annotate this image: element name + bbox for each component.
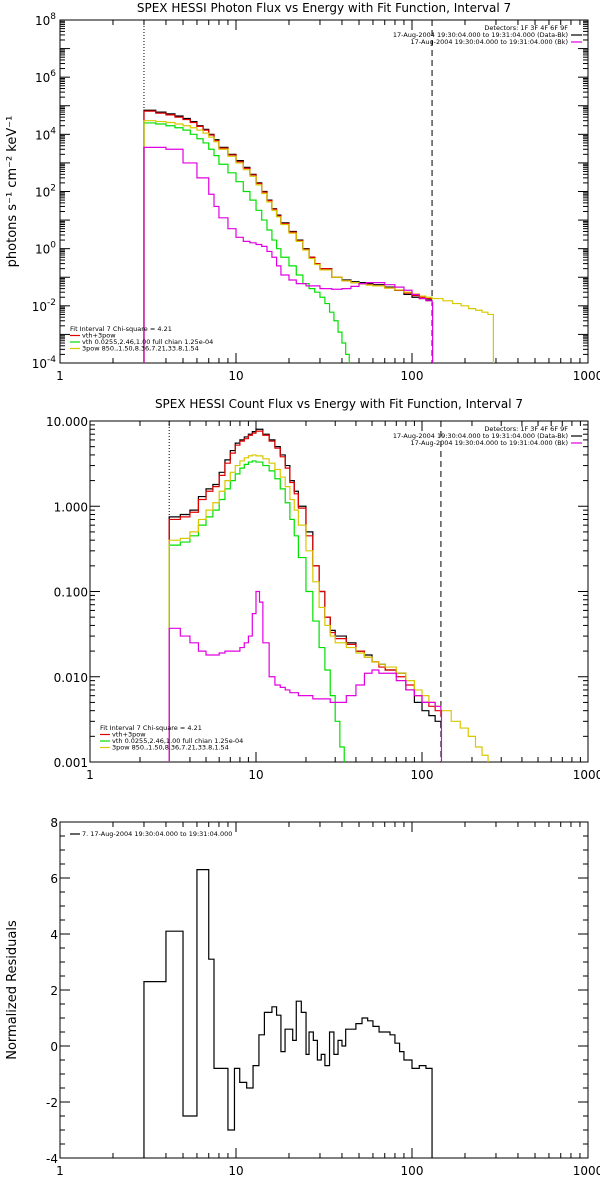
series-line-0 <box>168 428 442 762</box>
residuals-panel: 1 10 100 1000 -4 -2 0 2 4 6 8 Normalized Residuals 7… <box>5 816 600 1178</box>
info-line: Detectors: 1F 3F 4F 6F 9F <box>484 24 568 32</box>
x-tick-label: 1 <box>86 768 94 782</box>
series-line-2 <box>143 122 350 363</box>
y-tick-label: 0.001 <box>54 756 88 770</box>
y-tick-label: 104 <box>35 126 56 142</box>
y-tick-label: 0.100 <box>54 586 88 600</box>
y-tick-label: 1.000 <box>54 500 88 514</box>
x-tick-label: 10 <box>228 1164 243 1178</box>
y-tick-label: 0 <box>50 1040 58 1054</box>
y-tick-label: -2 <box>46 1096 58 1110</box>
x-tick-label: 10 <box>228 369 243 383</box>
y-tick-label: 4 <box>50 928 58 942</box>
x-tick-label: 100 <box>401 369 424 383</box>
y-tick-label: 6 <box>50 872 58 886</box>
y-tick-label: 102 <box>35 184 56 200</box>
x-tick-label: 1000 <box>573 1164 600 1178</box>
x-tick-label: 1 <box>56 369 64 383</box>
plot-frame <box>59 821 589 1159</box>
info-line: 17-Aug-2004 19:30:04.000 to 19:31:04.000… <box>411 439 568 447</box>
series-line-4 <box>168 590 443 762</box>
y-tick-label: 2 <box>50 984 58 998</box>
series-line-0 <box>143 869 433 1158</box>
legend-entry: vth 0.0255,2.46,1.00 full chian 1.25e-04 <box>112 737 243 745</box>
plot-frame <box>89 420 589 763</box>
legend-entry: 3pow 850.,1.50,8.36,7.21,33.8,1.54 <box>82 345 199 353</box>
legend-entry: 3pow 850.,1.50,8.36,7.21,33.8,1.54 <box>112 744 229 752</box>
series-line-0 <box>143 109 433 363</box>
x-tick-label: 100 <box>401 1164 424 1178</box>
legend-entry: vth+3pow <box>82 332 116 340</box>
y-axis-label: Normalized Residuals <box>5 920 20 1060</box>
x-tick-label: 1 <box>56 1164 64 1178</box>
legend-entry: 7. 17-Aug-2004 19:30:04.000 to 19:31:04.… <box>82 830 232 838</box>
chart-title: SPEX HESSI Count Flux vs Energy with Fit… <box>155 397 523 411</box>
y-tick-label: 8 <box>50 816 58 830</box>
legend-entry: Fit Interval 7 Chi-square = 4.21 <box>100 724 202 732</box>
y-tick-label: 108 <box>35 12 56 28</box>
series-line-3 <box>168 454 489 762</box>
legend-entry: Fit Interval 7 Chi-square = 4.21 <box>70 325 172 333</box>
legend-entry: vth 0.0255,2.46,1.00 full chian 1.25e-04 <box>82 338 213 346</box>
y-tick-label: 10-2 <box>32 298 56 314</box>
y-axis-label: photons s⁻¹ cm⁻² keV⁻¹ <box>5 116 20 268</box>
legend-entry: vth+3pow <box>112 731 146 739</box>
x-tick-label: 1000 <box>573 768 600 782</box>
count-flux-panel: SPEX HESSI Count Flux vs Energy with Fit… <box>46 397 600 782</box>
plot-frame <box>59 19 589 364</box>
info-line: Detectors: 1F 3F 4F 6F 9F <box>484 425 568 433</box>
series-line-4 <box>143 146 434 363</box>
series-line-1 <box>143 110 433 363</box>
info-line: 17-Aug-2004 19:30:04.000 to 19:31:04.000… <box>393 432 568 440</box>
info-line: 17-Aug-2004 19:30:04.000 to 19:31:04.000… <box>393 31 568 39</box>
photon-flux-panel: SPEX HESSI Photon Flux vs Energy with Fi… <box>5 1 600 383</box>
y-tick-label: 10.000 <box>46 415 88 429</box>
y-tick-label: 0.010 <box>54 671 88 685</box>
chart-title: SPEX HESSI Photon Flux vs Energy with Fi… <box>137 1 511 15</box>
info-line: 17-Aug-2004 19:30:04.000 to 19:31:04.000… <box>411 38 568 46</box>
x-tick-label: 100 <box>411 768 434 782</box>
series-line-1 <box>168 430 442 762</box>
series-line-3 <box>143 120 494 363</box>
y-tick-label: 106 <box>35 69 56 85</box>
y-tick-label: 100 <box>35 241 56 257</box>
y-tick-label: -4 <box>46 1152 58 1166</box>
y-tick-label: 10-4 <box>32 355 57 371</box>
x-tick-label: 10 <box>248 768 263 782</box>
x-tick-label: 1000 <box>573 369 600 383</box>
series-line-2 <box>168 460 345 762</box>
